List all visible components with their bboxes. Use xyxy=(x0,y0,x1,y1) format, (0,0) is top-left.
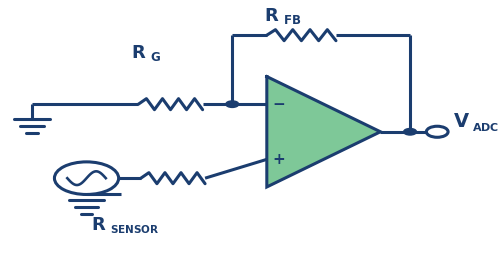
Text: $\mathbf{V}$: $\mathbf{V}$ xyxy=(453,112,470,131)
Text: $\mathbf{R}$: $\mathbf{R}$ xyxy=(92,216,107,233)
Polygon shape xyxy=(267,77,381,187)
Text: $\mathbf{ADC}$: $\mathbf{ADC}$ xyxy=(472,121,499,133)
Text: −: − xyxy=(273,97,286,112)
Text: $\mathbf{FB}$: $\mathbf{FB}$ xyxy=(283,14,301,27)
Text: $\mathbf{R}$: $\mathbf{R}$ xyxy=(131,44,146,62)
Circle shape xyxy=(404,129,416,135)
Text: $\mathbf{SENSOR}$: $\mathbf{SENSOR}$ xyxy=(110,223,160,235)
Text: +: + xyxy=(273,152,286,167)
Circle shape xyxy=(226,101,239,108)
Text: $\mathbf{G}$: $\mathbf{G}$ xyxy=(150,50,161,63)
Text: $\mathbf{R}$: $\mathbf{R}$ xyxy=(264,7,280,25)
